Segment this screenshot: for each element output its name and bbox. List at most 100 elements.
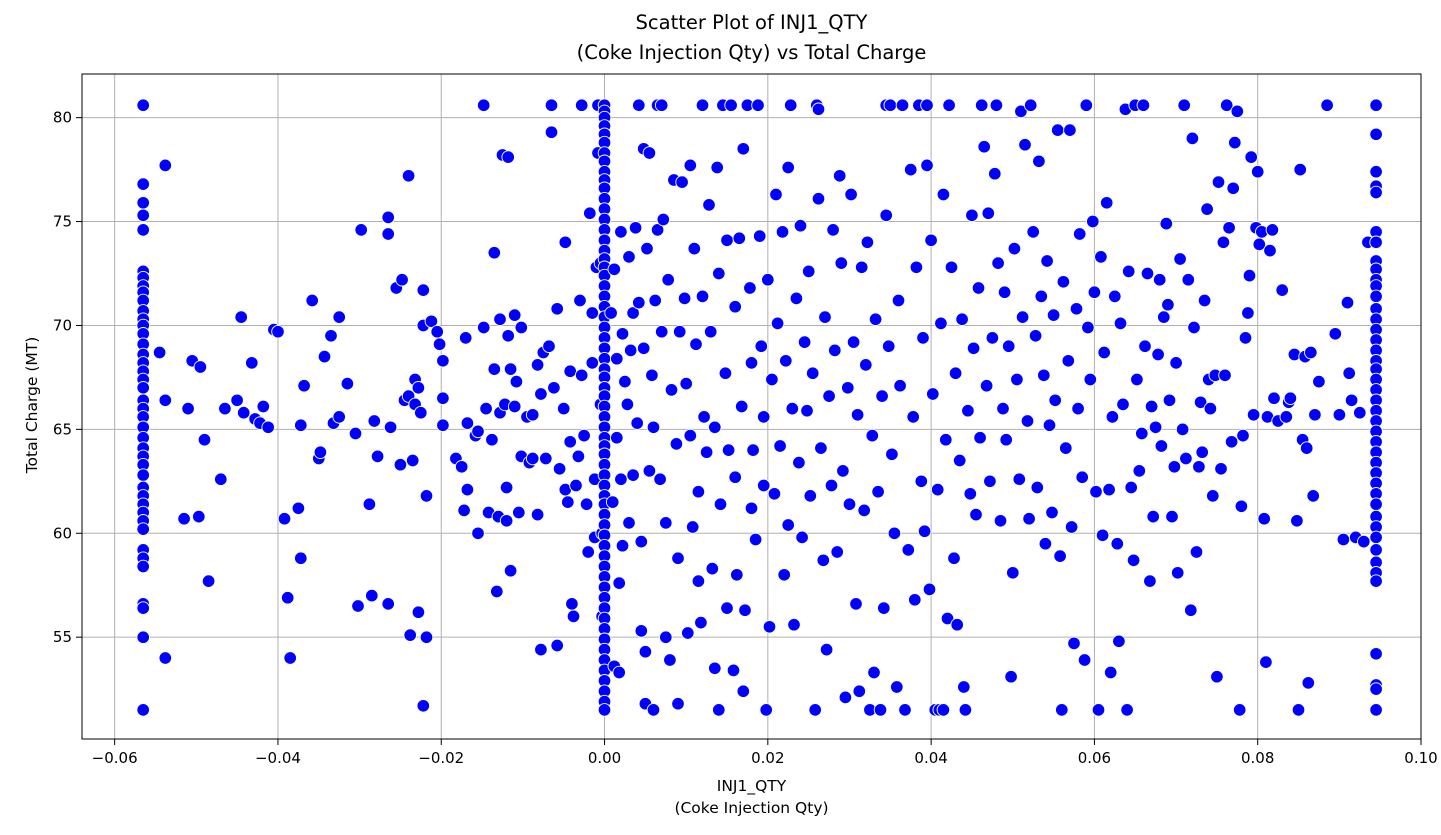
data-point [1010, 372, 1024, 387]
data-point [430, 324, 444, 339]
data-point [530, 507, 545, 522]
data-point [944, 260, 959, 275]
data-point [1283, 391, 1298, 405]
data-point [697, 410, 711, 424]
data-point [836, 464, 850, 478]
data-point [574, 98, 589, 112]
data-point [623, 343, 638, 358]
data-point [859, 358, 873, 372]
data-point [846, 335, 861, 349]
data-point [683, 428, 698, 443]
data-point [691, 484, 706, 499]
data-point [669, 437, 684, 451]
data-point [712, 703, 726, 717]
data-point [744, 356, 759, 370]
data-point [819, 642, 834, 657]
data-point [1369, 682, 1383, 696]
data-point [332, 410, 346, 424]
data-point [909, 260, 924, 275]
data-point [136, 381, 150, 395]
data-point [754, 339, 769, 353]
data-point [1369, 543, 1383, 557]
y-tick-label: 60 [53, 524, 72, 542]
data-point [626, 468, 640, 482]
data-point [961, 403, 975, 418]
data-point [1184, 603, 1198, 617]
data-point [793, 218, 808, 233]
data-point [383, 420, 398, 435]
data-point [1357, 534, 1371, 549]
data-point [1083, 372, 1098, 387]
data-point [814, 441, 828, 455]
data-point [694, 615, 708, 630]
data-point [136, 468, 150, 482]
data-point [632, 295, 646, 310]
data-point [808, 703, 822, 717]
data-point [759, 703, 773, 717]
data-point [615, 327, 630, 341]
data-point [1177, 98, 1191, 112]
data-point [721, 443, 736, 457]
data-point [1038, 536, 1053, 551]
data-point [1094, 250, 1108, 264]
data-point [663, 653, 677, 667]
data-point [675, 175, 689, 189]
data-point [1369, 127, 1383, 142]
data-point [1126, 553, 1141, 568]
data-point [1048, 393, 1062, 408]
data-point [728, 470, 742, 484]
data-point [612, 665, 626, 680]
data-point [485, 432, 499, 447]
data-point [1170, 566, 1185, 580]
data-point [405, 453, 420, 468]
data-point [1046, 308, 1061, 322]
data-point [552, 462, 567, 476]
data-point [1279, 410, 1294, 424]
data-point [1336, 532, 1351, 547]
data-point [556, 401, 571, 416]
data-point [646, 420, 661, 435]
data-point [687, 241, 702, 256]
plot-frame [81, 73, 1422, 740]
data-point [291, 501, 306, 516]
data-point [661, 272, 675, 287]
data-point [534, 642, 548, 657]
data-point [1308, 408, 1322, 422]
data-point [583, 206, 597, 220]
data-point [1014, 104, 1028, 119]
data-point [136, 98, 150, 112]
data-point [947, 551, 961, 565]
data-point [1077, 653, 1092, 667]
data-point [136, 223, 150, 237]
data-point [1140, 266, 1155, 281]
data-point [1006, 566, 1020, 580]
data-point [1095, 528, 1110, 543]
data-point [1320, 98, 1334, 112]
data-point [746, 443, 760, 457]
data-point [1210, 669, 1224, 684]
data-point [1086, 214, 1100, 229]
data-point [618, 374, 632, 389]
data-point [622, 516, 636, 530]
data-point [136, 196, 150, 210]
data-point [1219, 98, 1234, 112]
data-point [1004, 669, 1018, 684]
data-point [689, 337, 703, 351]
y-tick-label: 55 [53, 628, 72, 646]
data-point [890, 680, 904, 694]
data-point [630, 416, 644, 430]
data-point [720, 233, 734, 248]
data-point [1342, 366, 1356, 380]
data-point [1263, 243, 1277, 258]
data-point [283, 651, 297, 665]
data-point [230, 393, 244, 408]
data-point [952, 453, 967, 468]
data-point [1301, 676, 1316, 690]
data-point [726, 663, 741, 678]
data-point [748, 532, 763, 547]
data-point [805, 366, 820, 380]
data-point [885, 447, 899, 462]
data-point [883, 98, 898, 112]
data-point [1028, 329, 1043, 343]
data-point [1056, 275, 1071, 289]
